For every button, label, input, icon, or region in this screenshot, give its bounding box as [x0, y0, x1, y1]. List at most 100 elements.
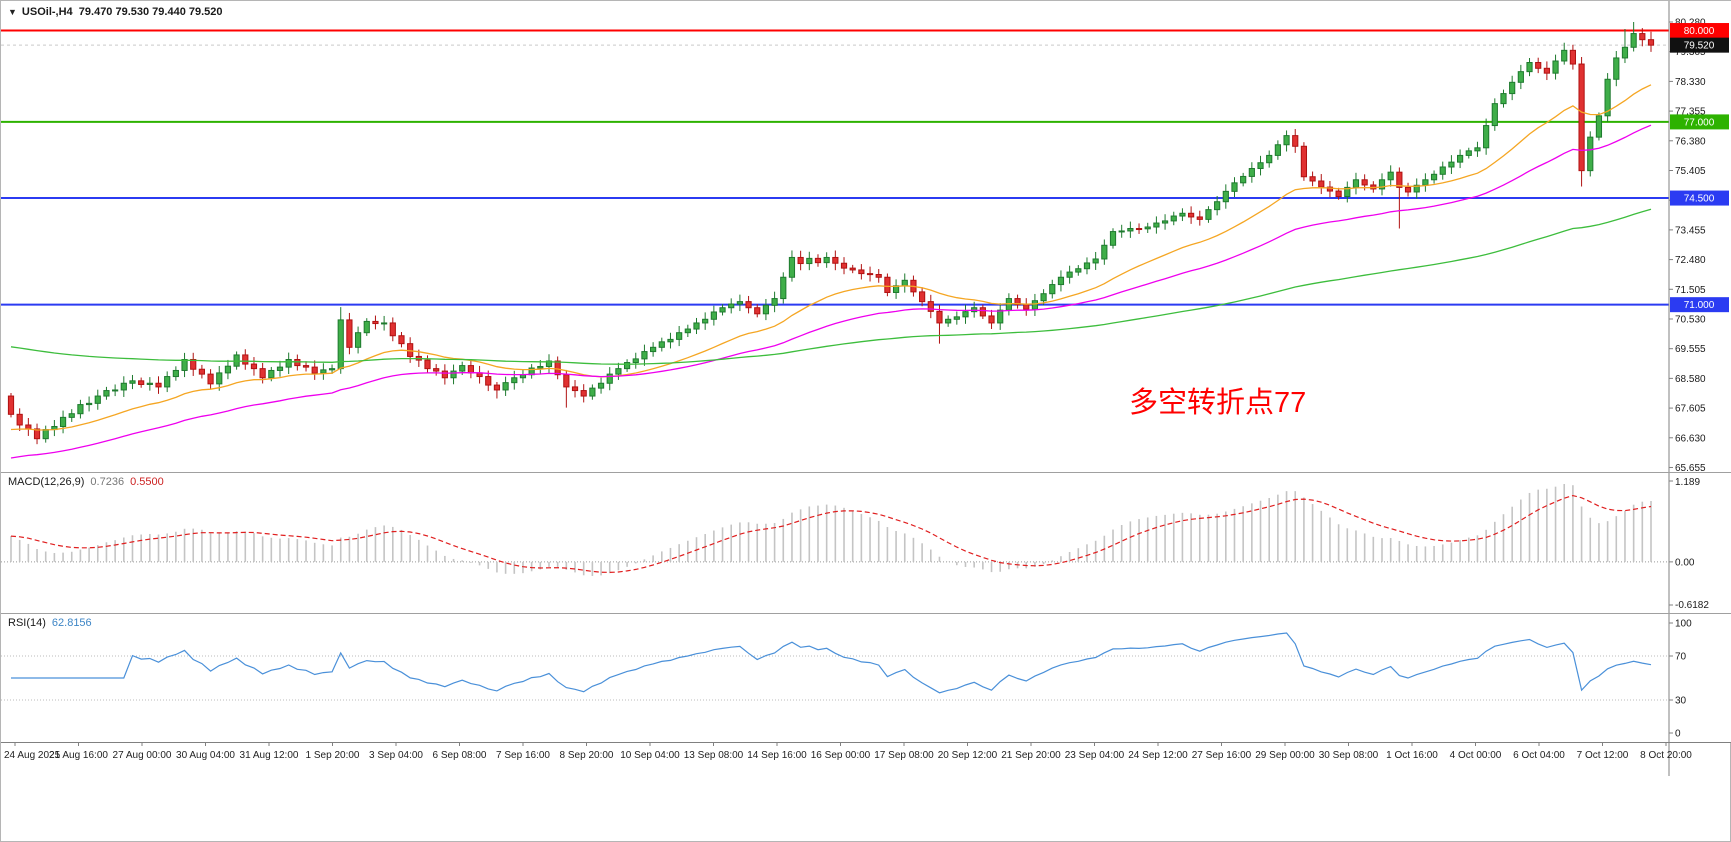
- main-chart-panel[interactable]: 80.28079.30578.33077.35576.38075.40574.4…: [1, 1, 1731, 472]
- candle-body: [875, 274, 882, 278]
- candle-body: [641, 351, 648, 360]
- candle-body: [1378, 179, 1386, 190]
- candle-body: [1031, 300, 1039, 310]
- moving-average-line: [10, 124, 1652, 459]
- svg-text:71.505: 71.505: [1675, 285, 1706, 296]
- candle-body: [1049, 284, 1056, 295]
- candle-body: [1075, 268, 1082, 273]
- candle-body: [68, 413, 75, 418]
- svg-text:30 Sep 08:00: 30 Sep 08:00: [1319, 750, 1379, 761]
- macd-main-value: 0.7236: [90, 476, 125, 488]
- price-badge: 79.520: [1670, 37, 1729, 53]
- svg-text:14 Sep 16:00: 14 Sep 16:00: [747, 750, 807, 761]
- candle-body: [901, 279, 908, 287]
- svg-text:77.355: 77.355: [1675, 107, 1706, 118]
- panel-divider[interactable]: [1, 613, 1731, 614]
- candle-body: [1639, 33, 1646, 41]
- candle-body: [1448, 161, 1455, 168]
- rsi-canvas[interactable]: 100 70 30 0: [1, 614, 1731, 742]
- chart-annotation-text[interactable]: 多空转折点77: [1129, 387, 1307, 419]
- candle-body: [1344, 186, 1351, 198]
- candle-body: [927, 301, 934, 312]
- candle-body: [1023, 304, 1030, 310]
- candle-body: [85, 402, 93, 406]
- macd-panel[interactable]: 1.189 0.00 -0.6182 MACD(12,26,9) 0.7236 0.55…: [1, 473, 1731, 613]
- candle-body: [1144, 226, 1151, 230]
- moving-average-line: [10, 84, 1652, 431]
- candle-body: [1587, 136, 1594, 172]
- svg-text:78.330: 78.330: [1675, 77, 1706, 88]
- candle-body: [94, 395, 101, 404]
- rsi-line: [11, 632, 1652, 694]
- candles-layer: [7, 22, 1655, 445]
- candle-body: [224, 365, 232, 374]
- panel-divider[interactable]: [1, 472, 1731, 473]
- svg-text:30: 30: [1675, 696, 1687, 707]
- candle-body: [1352, 179, 1360, 188]
- price-badge: 71.000: [1670, 297, 1729, 313]
- rsi-value: 62.8156: [51, 617, 92, 629]
- candle-body: [129, 380, 136, 384]
- collapse-chevron-icon[interactable]: ▼: [8, 7, 17, 17]
- candle-body: [459, 365, 466, 372]
- price-axis[interactable]: [1667, 1, 1730, 776]
- macd-canvas[interactable]: 1.189 0.00 -0.6182: [1, 473, 1731, 613]
- candle-body: [1361, 179, 1368, 186]
- candle-body: [250, 363, 258, 370]
- candle-body: [762, 304, 770, 315]
- candle-body: [1483, 125, 1490, 149]
- candle-body: [294, 358, 301, 367]
- candle-body: [198, 368, 205, 375]
- ohlc-values: 79.470 79.530 79.440 79.520: [78, 6, 223, 18]
- candle-body: [1604, 78, 1611, 117]
- candle-body: [320, 369, 327, 374]
- svg-text:20 Sep 12:00: 20 Sep 12:00: [938, 750, 998, 761]
- candle-body: [780, 276, 787, 300]
- candle-body: [1439, 166, 1446, 175]
- main-chart-canvas[interactable]: 80.28079.30578.33077.35576.38075.40574.4…: [1, 1, 1731, 472]
- macd-name: MACD(12,26,9): [8, 476, 85, 488]
- rsi-panel[interactable]: 100 70 30 0 RSI(14) 62.8156: [1, 614, 1731, 742]
- candle-body: [172, 369, 179, 378]
- svg-text:77.000: 77.000: [1684, 117, 1715, 128]
- candle-body: [606, 373, 613, 384]
- candle-body: [1266, 154, 1273, 164]
- candle-body: [328, 368, 336, 371]
- svg-text:68.580: 68.580: [1675, 374, 1706, 385]
- candle-body: [1318, 180, 1325, 188]
- time-axis[interactable]: 24 Aug 2021 25 Aug 16:00 27 Aug 00:00 30 Au…: [1, 742, 1731, 776]
- candle-body: [1561, 49, 1568, 62]
- svg-text:23 Sep 04:00: 23 Sep 04:00: [1065, 750, 1125, 761]
- candle-body: [1153, 222, 1160, 228]
- svg-text:71.000: 71.000: [1684, 300, 1715, 311]
- candle-body: [1404, 186, 1412, 193]
- price-badge: 80.000: [1670, 23, 1729, 39]
- candle-body: [676, 332, 683, 340]
- candle-body: [1248, 168, 1255, 177]
- candle-body: [1491, 103, 1498, 127]
- candle-body: [806, 257, 813, 265]
- candle-body: [216, 372, 223, 385]
- svg-text:13 Sep 08:00: 13 Sep 08:00: [684, 750, 744, 761]
- candle-body: [693, 322, 700, 330]
- candle-body: [1465, 150, 1472, 156]
- svg-text:24 Sep 12:00: 24 Sep 12:00: [1128, 750, 1188, 761]
- candle-body: [1422, 179, 1429, 186]
- candle-body: [1517, 71, 1524, 83]
- candle-body: [164, 376, 171, 388]
- svg-text:8 Oct 20:00: 8 Oct 20:00: [1640, 750, 1692, 761]
- candle-body: [1127, 228, 1134, 232]
- svg-text:80.000: 80.000: [1684, 26, 1715, 37]
- candle-body: [1214, 201, 1221, 211]
- svg-text:69.555: 69.555: [1675, 344, 1706, 355]
- candle-body: [1630, 33, 1637, 48]
- svg-text:10 Sep 04:00: 10 Sep 04:00: [620, 750, 680, 761]
- candle-body: [1552, 60, 1559, 74]
- candle-body: [919, 291, 926, 303]
- candle-body: [728, 303, 735, 309]
- svg-text:72.480: 72.480: [1675, 255, 1706, 266]
- svg-text:79.520: 79.520: [1684, 41, 1715, 52]
- candle-body: [1578, 63, 1585, 172]
- candle-body: [302, 365, 310, 368]
